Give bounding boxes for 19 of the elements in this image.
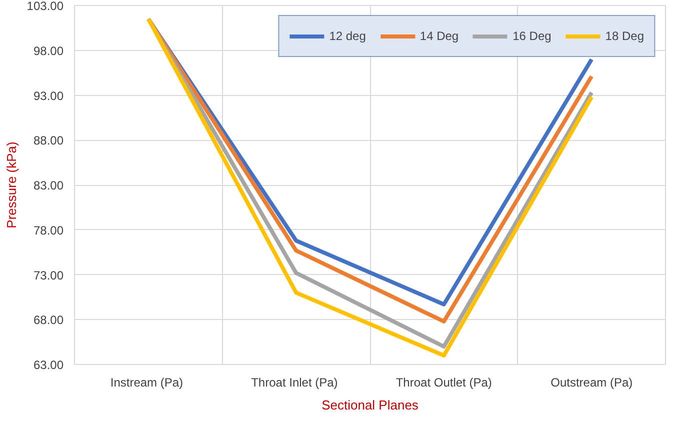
y-axis-title: Pressure (kPa) xyxy=(4,142,19,228)
y-tick-label: 88.00 xyxy=(33,134,64,148)
legend-label: 14 Deg xyxy=(420,29,459,43)
legend-label: 18 Deg xyxy=(605,29,644,43)
y-tick-label: 68.00 xyxy=(33,313,64,328)
x-tick-label: Instream (Pa) xyxy=(110,376,184,390)
y-tick-label: 73.00 xyxy=(33,268,64,282)
y-tick-label: 93.00 xyxy=(33,88,64,103)
x-tick-label: Throat Outlet (Pa) xyxy=(396,376,492,390)
legend-label: 12 deg xyxy=(329,29,366,43)
y-tick-label: 98.00 xyxy=(33,44,64,58)
y-tick-label: 83.00 xyxy=(33,178,64,192)
y-tick-label: 63.00 xyxy=(33,358,64,372)
x-tick-label: Throat Inlet (Pa) xyxy=(251,376,338,390)
legend-label: 16 Deg xyxy=(512,29,552,43)
y-tick-label: 78.00 xyxy=(33,223,64,238)
y-tick-label: 103.00 xyxy=(26,0,64,13)
x-axis-title: Sectional Planes xyxy=(322,398,419,412)
x-tick-label: Outstream (Pa) xyxy=(550,376,633,390)
